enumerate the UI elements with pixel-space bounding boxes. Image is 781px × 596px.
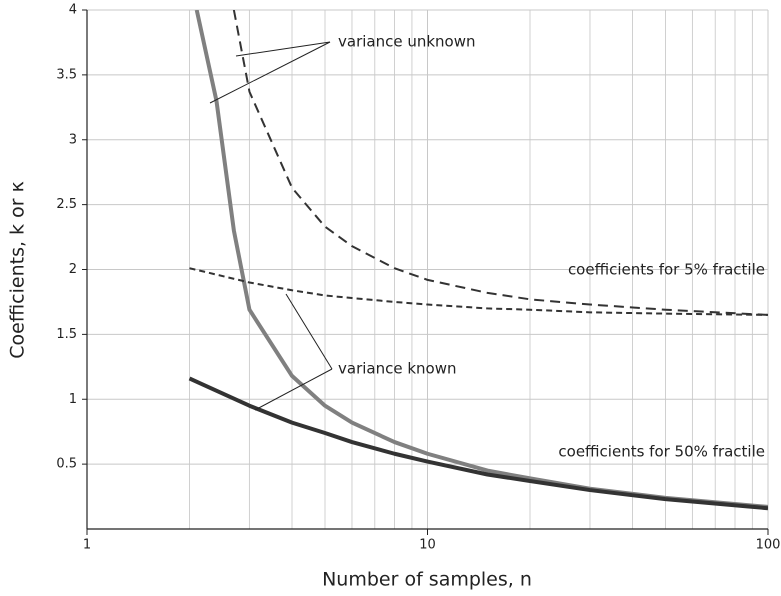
y-tick-label: 2.5: [56, 197, 77, 212]
series-line: [232, 10, 768, 316]
leader-line: [235, 41, 331, 57]
leader-line: [254, 368, 333, 411]
grid: [86, 9, 769, 529]
series-line: [189, 267, 768, 316]
y-tick-label: 1: [69, 392, 77, 407]
y-tick-label: 2: [69, 262, 77, 277]
y-tick-label: 1.5: [56, 327, 77, 342]
annotation: coefficients for 5% fractile: [568, 261, 765, 279]
y-tick-label: 3.5: [56, 67, 77, 82]
y-axis-title: Coefficients, k or κ: [7, 181, 29, 359]
annotation: variance known: [338, 360, 457, 378]
series-line: [188, 376, 768, 511]
x-tick-label: 1: [83, 538, 91, 553]
annotation: coefficients for 50% fractile: [558, 443, 765, 461]
leader-lines: [209, 41, 333, 411]
y-tick-label: 0.5: [56, 457, 77, 472]
y-tick-label: 4: [69, 3, 77, 18]
x-tick-label: 100: [756, 538, 781, 553]
series-line: [194, 10, 768, 509]
annotation: variance unknown: [338, 33, 476, 51]
y-tick-label: 3: [69, 132, 77, 147]
x-tick-label: 10: [419, 538, 436, 553]
curves: [188, 10, 768, 511]
x-axis-title: Number of samples, n: [322, 569, 532, 591]
leader-line: [209, 41, 331, 104]
leader-line: [285, 293, 333, 370]
